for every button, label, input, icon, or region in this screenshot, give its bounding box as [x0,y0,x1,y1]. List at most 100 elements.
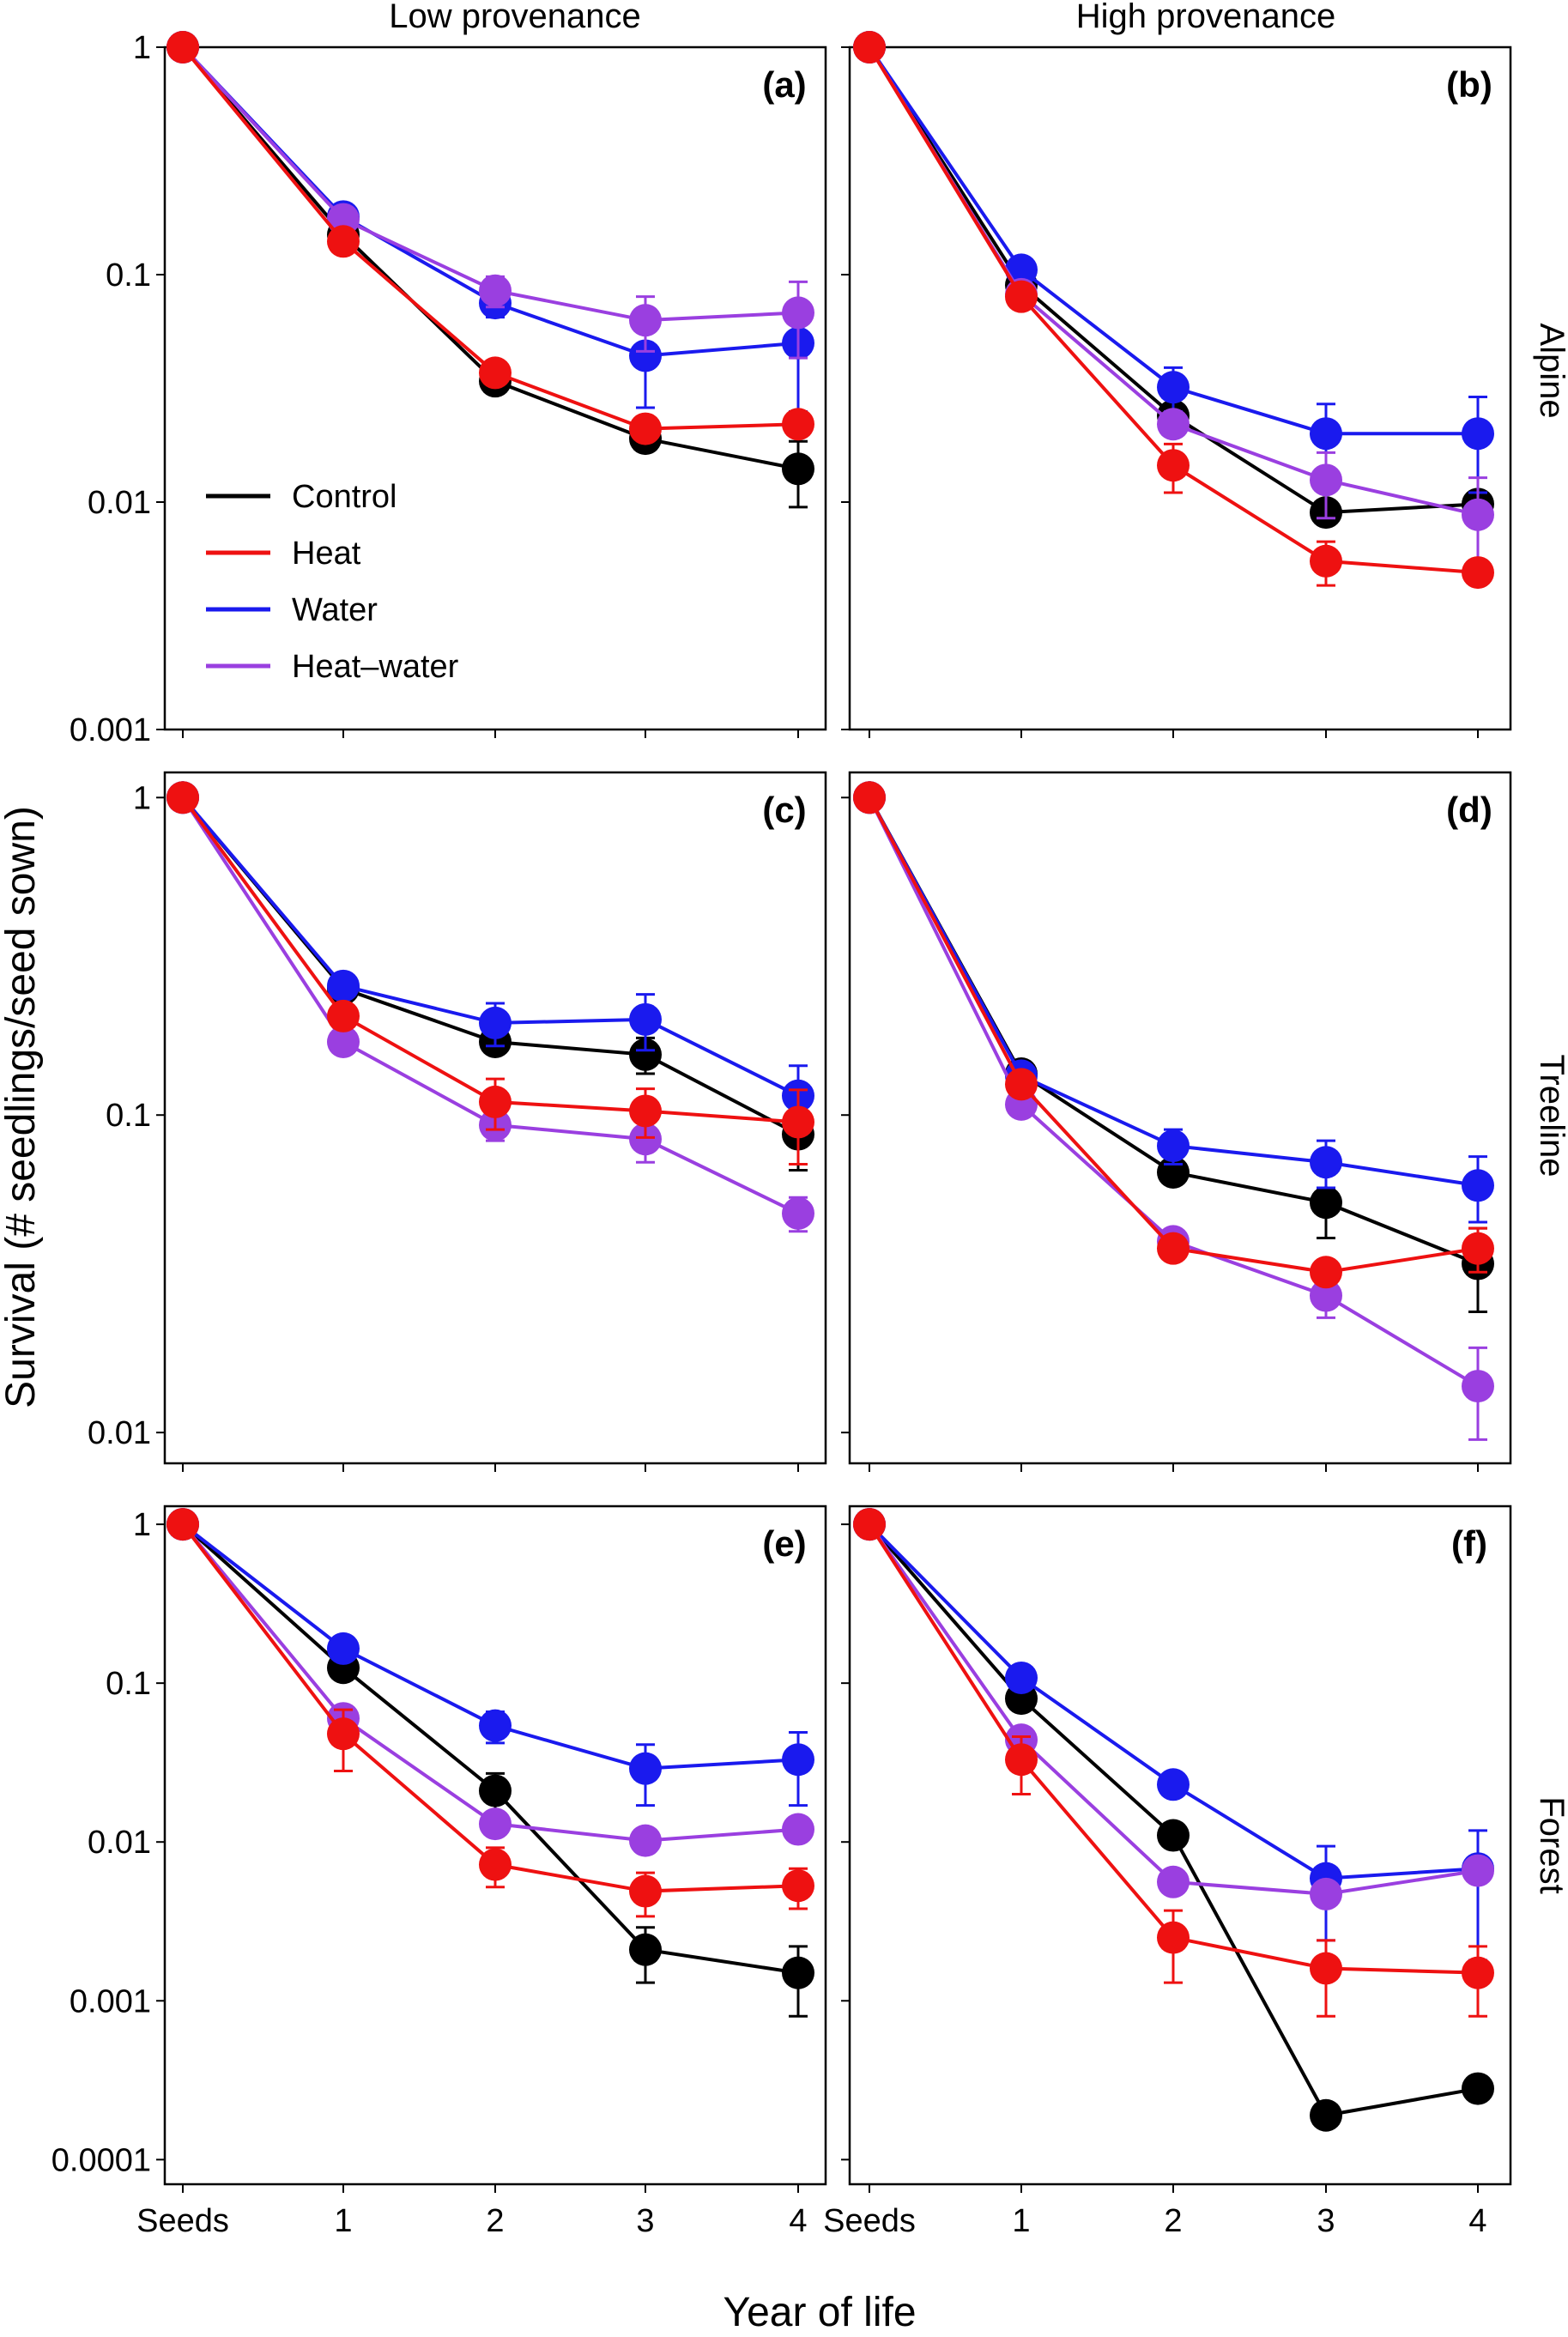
data-point [1310,1952,1342,1985]
panel-label: (d) [1446,790,1492,830]
series-heat-water [853,781,1494,1441]
data-point [853,781,886,814]
data-point [1310,1256,1342,1289]
data-point [327,1717,360,1751]
series-control [166,31,814,509]
data-point [1310,463,1342,497]
series-line [181,796,799,1124]
panel-label: (b) [1446,64,1492,105]
data-point [479,1085,512,1118]
y-tick-label: 0.01 [88,485,151,521]
data-point [1462,1232,1494,1265]
data-point [782,1196,814,1230]
x-tick-label: 3 [636,2203,654,2239]
data-point [1005,1743,1038,1777]
x-axis-label: Year of life [723,2290,916,2335]
series-line [181,1523,799,1975]
x-tick-label: 2 [1164,2203,1182,2239]
legend: Control Heat Water Heat–water [206,479,459,685]
legend-label: Heat [292,536,361,572]
data-point [1005,1068,1038,1101]
data-point [782,296,814,330]
data-point [853,31,886,64]
series-water [853,781,1494,1224]
data-point [782,1869,814,1903]
legend-label: Water [292,592,378,628]
x-tick-label: 4 [1468,2203,1486,2239]
series-heat [166,781,814,1166]
series-heat-water [166,781,814,1233]
x-tick-label: 2 [486,2203,504,2239]
data-point [1310,2098,1342,2132]
data-point [1310,1877,1342,1910]
data-point [1310,1186,1342,1220]
panel-label: (a) [762,64,806,105]
row-header-alpine: Alpine [1533,323,1568,418]
series-water [166,31,814,414]
data-point [1157,449,1190,482]
data-point [782,1743,814,1777]
data-point [1005,1661,1038,1694]
x-tick-label: 1 [334,2203,352,2239]
data-point [327,999,360,1032]
data-point [327,1632,360,1665]
data-point [1310,417,1342,451]
series-control [166,1508,814,2018]
data-point [782,452,814,486]
y-tick-label: 0.0001 [51,2142,151,2178]
series-water [166,781,814,1136]
plot-frame [163,1505,827,2186]
series-line [868,796,1479,1274]
data-point [629,1752,662,1785]
x-tick-label: 3 [1317,2203,1335,2239]
data-point [629,1824,662,1857]
series-line [868,1523,1479,1975]
series-line [868,45,1479,515]
col-header-high: High provenance [1076,0,1335,35]
row-header-forest: Forest [1533,1796,1568,1893]
data-point [782,1813,814,1846]
series-line [181,796,799,1215]
data-point [629,1933,662,1966]
series-heat [166,1508,814,1918]
data-point [479,274,512,307]
data-point [1157,1129,1190,1163]
panel-f: Seeds 1 2 3 4 (f) [823,1505,1512,2239]
x-tick-label: Seeds [136,2203,229,2239]
data-point [629,339,662,372]
data-point [1462,1854,1494,1887]
y-tick-label: 1 [133,30,151,66]
legend-label: Heat–water [292,649,459,685]
data-point [479,1807,512,1841]
data-point [166,1508,199,1541]
data-point [1462,498,1494,531]
y-tick-label: 1 [133,1507,151,1543]
data-point [1462,417,1494,451]
data-point [782,1956,814,1989]
data-point [853,1508,886,1541]
data-point [1462,556,1494,590]
y-tick-label: 0.01 [88,1825,151,1861]
data-point [1310,1146,1342,1179]
x-tick-label: 4 [789,2203,807,2239]
data-point [327,969,360,1002]
series-line [181,45,799,471]
series-heat [853,31,1494,590]
data-point [1310,1279,1342,1312]
panel-label: (f) [1451,1523,1487,1564]
series-line [868,796,1479,1266]
data-point [1462,1169,1494,1202]
data-point [327,225,360,258]
series-line [868,796,1479,1188]
data-point [782,1105,814,1139]
y-tick-label: 0.1 [106,1098,151,1134]
data-point [629,1002,662,1036]
data-point [1157,1921,1190,1954]
plot-frame [848,1505,1512,2186]
plot-frame [848,771,1512,1465]
series-control [853,1508,1494,2132]
data-point [1157,1768,1190,1801]
data-point [479,1709,512,1742]
y-axis-label: Survival (# seedlings/seed sown) [0,806,44,1408]
data-point [1157,1232,1190,1265]
